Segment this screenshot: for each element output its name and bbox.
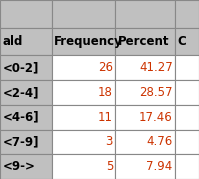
Bar [115,0,175,28]
Bar [0,130,52,154]
Bar [52,154,115,179]
Bar [115,154,175,179]
Text: 17.46: 17.46 [139,111,173,124]
Text: 41.27: 41.27 [139,61,173,74]
Text: 26: 26 [98,61,113,74]
Text: <2-4]: <2-4] [2,86,39,99]
Text: C: C [178,35,186,48]
Text: <4-6]: <4-6] [2,111,39,124]
Text: 4.76: 4.76 [146,136,173,148]
Text: <9->: <9-> [2,160,35,173]
Bar [52,80,115,105]
Bar [0,154,52,179]
Bar [115,130,175,154]
Bar [0,105,52,130]
Bar [175,80,199,105]
Text: 5: 5 [106,160,113,173]
Bar [52,55,115,80]
Bar [175,55,199,80]
Bar [115,55,175,80]
Bar [175,28,199,55]
Bar [52,28,115,55]
Bar [175,105,199,130]
Bar [52,130,115,154]
Bar [0,80,52,105]
Text: 7.94: 7.94 [146,160,173,173]
Text: 11: 11 [98,111,113,124]
Text: 3: 3 [106,136,113,148]
Bar [0,0,52,28]
Bar [115,105,175,130]
Bar [175,0,199,28]
Bar [115,80,175,105]
Bar [52,105,115,130]
Text: 28.57: 28.57 [139,86,173,99]
Bar [0,55,52,80]
Text: <0-2]: <0-2] [2,61,39,74]
Text: Percent: Percent [118,35,169,48]
Bar [0,28,52,55]
Bar [115,28,175,55]
Text: ald: ald [2,35,23,48]
Bar [175,154,199,179]
Text: <7-9]: <7-9] [2,136,39,148]
Bar [175,130,199,154]
Bar [52,0,115,28]
Text: Frequency: Frequency [54,35,123,48]
Text: 18: 18 [98,86,113,99]
